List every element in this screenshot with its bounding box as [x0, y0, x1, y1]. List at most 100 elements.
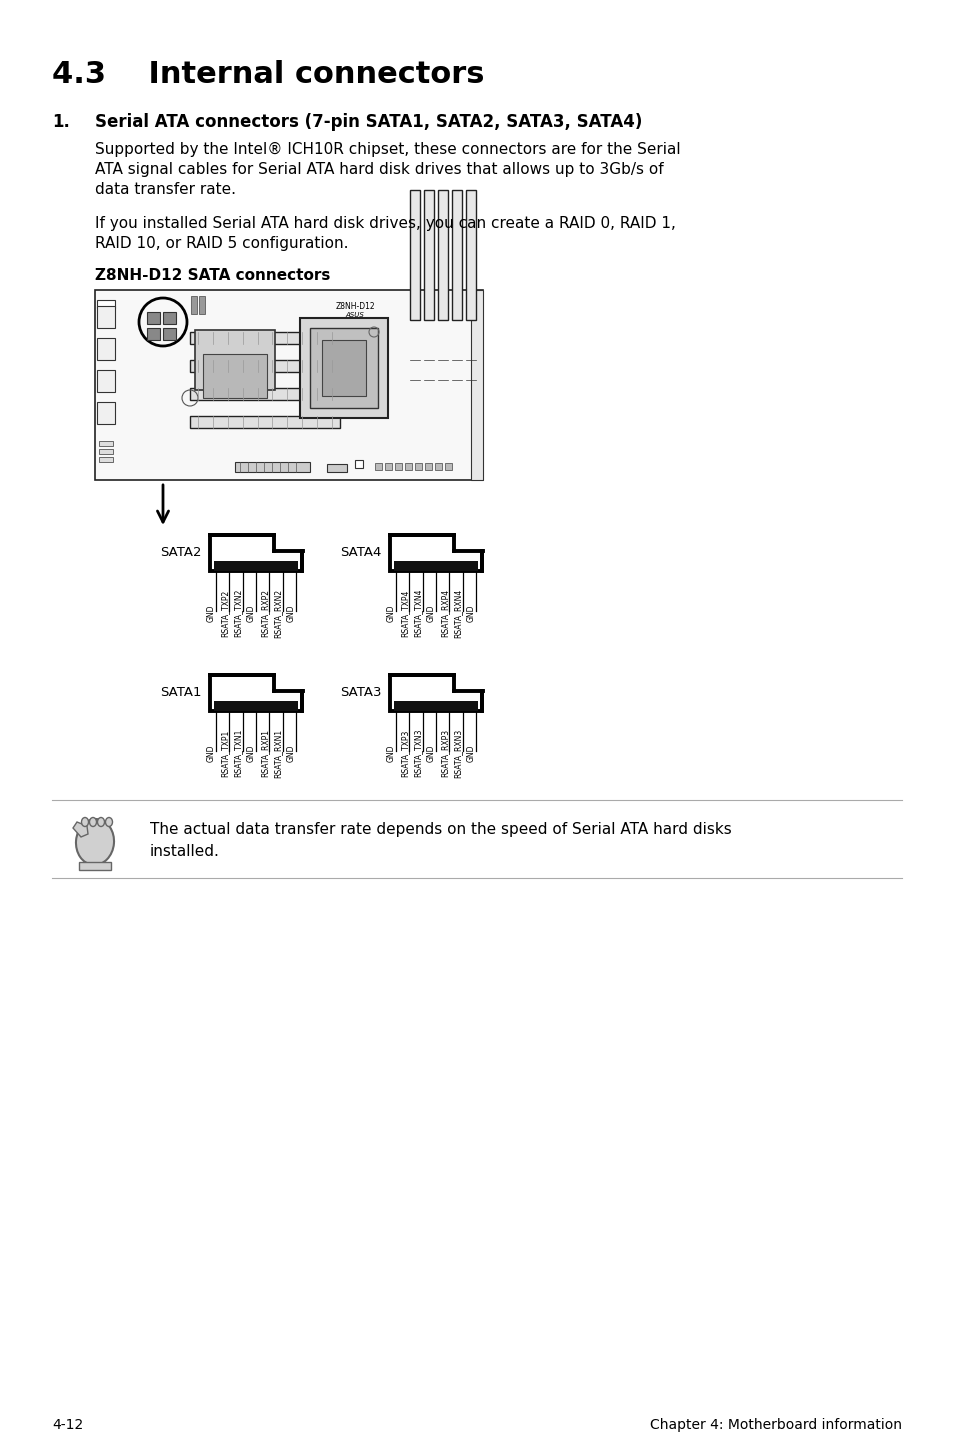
Text: RSATA_RXP2: RSATA_RXP2 [260, 590, 269, 637]
Text: installed.: installed. [150, 844, 219, 858]
Text: RSATA_TXP4: RSATA_TXP4 [400, 590, 409, 637]
Bar [394, 700, 477, 710]
Ellipse shape [76, 820, 114, 866]
Bar [163, 312, 175, 324]
Text: RSATA_TXN4: RSATA_TXN4 [414, 588, 422, 637]
Text: RSATA_RXP4: RSATA_RXP4 [440, 590, 449, 637]
Text: 4.3    Internal connectors: 4.3 Internal connectors [52, 60, 484, 89]
Bar [199, 296, 205, 313]
Text: GND: GND [247, 604, 255, 621]
Text: Z8NH-D12: Z8NH-D12 [335, 302, 375, 311]
Bar [99, 441, 112, 446]
Text: 1.: 1. [52, 114, 70, 131]
Text: SATA3: SATA3 [340, 686, 381, 699]
Text: GND: GND [467, 604, 476, 621]
Bar [190, 332, 339, 344]
Text: Serial ATA connectors (7-pin SATA1, SATA2, SATA3, SATA4): Serial ATA connectors (7-pin SATA1, SATA… [95, 114, 641, 131]
Bar [394, 561, 477, 571]
Text: SATA4: SATA4 [340, 546, 381, 559]
Text: RSATA_RXN3: RSATA_RXN3 [454, 729, 462, 778]
Bar [97, 306, 115, 328]
Bar [310, 328, 377, 408]
Bar [444, 463, 452, 470]
Text: RSATA_RXN4: RSATA_RXN4 [454, 588, 462, 637]
Text: The actual data transfer rate depends on the speed of Serial ATA hard disks: The actual data transfer rate depends on… [150, 823, 731, 837]
Text: If you installed Serial ATA hard disk drives, you can create a RAID 0, RAID 1,: If you installed Serial ATA hard disk dr… [95, 216, 675, 232]
Text: RSATA_RXN1: RSATA_RXN1 [274, 729, 282, 778]
Bar [423, 190, 434, 321]
Bar [203, 354, 267, 398]
Text: GND: GND [247, 745, 255, 762]
Bar [210, 535, 302, 571]
Bar [465, 190, 476, 321]
Ellipse shape [81, 817, 89, 827]
Text: RSATA_TXN3: RSATA_TXN3 [414, 729, 422, 778]
Text: Z8NH-D12 SATA connectors: Z8NH-D12 SATA connectors [95, 267, 330, 283]
Text: GND: GND [287, 604, 295, 621]
Bar [395, 463, 401, 470]
Bar [299, 318, 388, 418]
Text: GND: GND [427, 745, 436, 762]
Bar [147, 312, 160, 324]
Text: GND: GND [427, 604, 436, 621]
Bar [424, 463, 432, 470]
Bar [163, 328, 175, 339]
Bar [415, 463, 421, 470]
Bar [213, 700, 297, 710]
Ellipse shape [106, 817, 112, 827]
Bar [194, 329, 274, 390]
Text: data transfer rate.: data transfer rate. [95, 183, 235, 197]
Bar [375, 463, 381, 470]
Bar [274, 532, 305, 551]
Bar [190, 360, 339, 372]
Bar [452, 190, 461, 321]
Polygon shape [73, 823, 88, 837]
Text: RSATA_RXP1: RSATA_RXP1 [260, 729, 269, 777]
Bar [405, 463, 412, 470]
Bar [99, 457, 112, 462]
Text: 4-12: 4-12 [52, 1418, 83, 1432]
Bar [437, 190, 448, 321]
Bar [190, 388, 339, 400]
Bar [97, 403, 115, 424]
Bar [97, 301, 115, 308]
Bar [274, 672, 305, 692]
Ellipse shape [90, 817, 96, 827]
Text: GND: GND [207, 604, 215, 621]
Bar [97, 370, 115, 393]
Bar [410, 190, 419, 321]
Bar [390, 535, 481, 571]
Bar [322, 339, 366, 395]
Bar [210, 674, 302, 710]
Text: SATA2: SATA2 [160, 546, 202, 559]
Text: RSATA_TXN2: RSATA_TXN2 [233, 588, 242, 637]
Ellipse shape [97, 817, 105, 827]
Bar [97, 338, 115, 360]
Bar [147, 328, 160, 339]
Text: RSATA_TXN1: RSATA_TXN1 [233, 729, 242, 777]
Bar [355, 460, 363, 467]
Bar [454, 672, 484, 692]
Bar [95, 290, 482, 480]
Text: Supported by the Intel® ICH10R chipset, these connectors are for the Serial: Supported by the Intel® ICH10R chipset, … [95, 142, 679, 157]
Bar [385, 463, 392, 470]
Text: RSATA_RXN2: RSATA_RXN2 [274, 588, 282, 637]
Text: RAID 10, or RAID 5 configuration.: RAID 10, or RAID 5 configuration. [95, 236, 348, 252]
Text: RSATA_RXP3: RSATA_RXP3 [440, 729, 449, 777]
Text: GND: GND [207, 745, 215, 762]
Text: GND: GND [287, 745, 295, 762]
Bar [99, 449, 112, 454]
Text: GND: GND [467, 745, 476, 762]
Bar [191, 296, 196, 313]
Text: ASUS: ASUS [345, 312, 364, 318]
Text: RSATA_TXP1: RSATA_TXP1 [220, 729, 229, 777]
Bar [435, 463, 441, 470]
Text: GND: GND [387, 745, 395, 762]
Text: RSATA_TXP2: RSATA_TXP2 [220, 590, 229, 637]
Text: Chapter 4: Motherboard information: Chapter 4: Motherboard information [649, 1418, 901, 1432]
Bar [234, 462, 310, 472]
Bar [327, 464, 347, 472]
Text: ATA signal cables for Serial ATA hard disk drives that allows up to 3Gb/s of: ATA signal cables for Serial ATA hard di… [95, 162, 663, 177]
Bar [390, 674, 481, 710]
Bar [454, 532, 484, 551]
